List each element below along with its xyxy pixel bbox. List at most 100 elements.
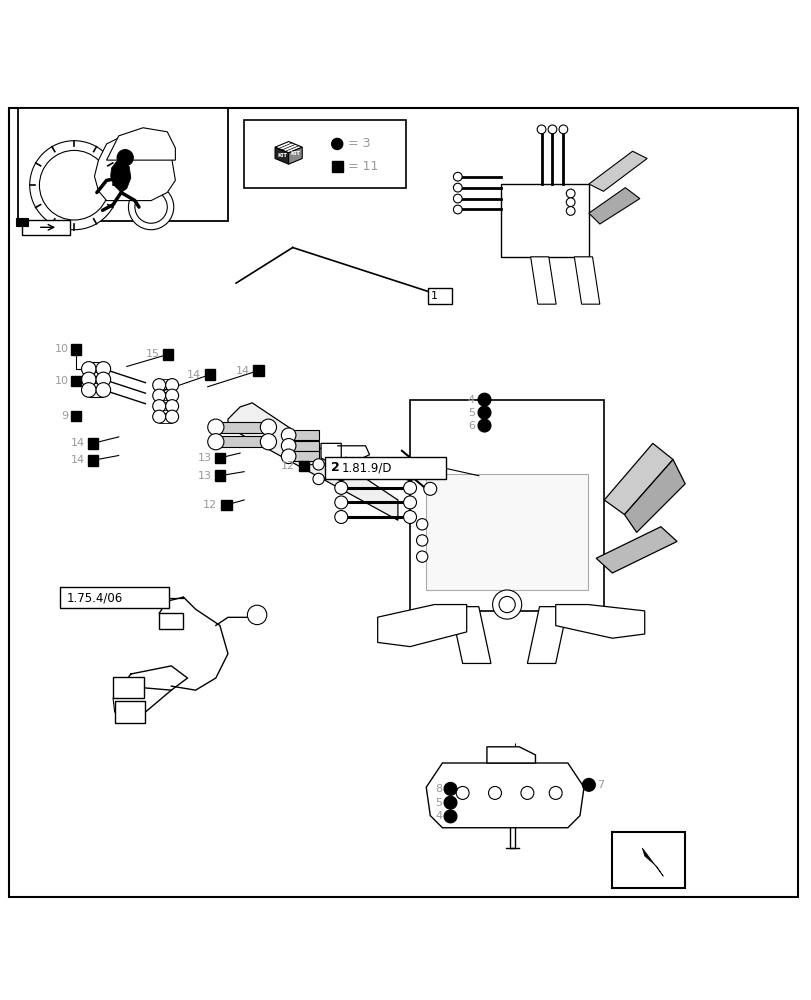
Circle shape [403, 468, 416, 481]
Circle shape [117, 150, 133, 166]
Circle shape [96, 372, 110, 387]
Text: 12: 12 [281, 461, 294, 471]
Bar [288, 430, 319, 440]
Text: = 11: = 11 [347, 160, 378, 173]
Circle shape [403, 481, 416, 494]
Circle shape [416, 519, 427, 530]
Polygon shape [487, 747, 534, 763]
Text: 9: 9 [62, 411, 68, 421]
Circle shape [281, 449, 295, 464]
Circle shape [548, 786, 561, 799]
Bar [214, 470, 225, 481]
Circle shape [260, 419, 277, 435]
Text: 1: 1 [431, 291, 438, 301]
Text: 14: 14 [235, 366, 250, 376]
Circle shape [208, 419, 224, 435]
Circle shape [40, 150, 109, 220]
Bar [114, 701, 145, 723]
Bar [113, 677, 144, 698]
Circle shape [416, 535, 427, 546]
Circle shape [478, 419, 491, 432]
Circle shape [444, 796, 457, 809]
Text: 12: 12 [203, 500, 217, 510]
Polygon shape [588, 151, 646, 191]
Polygon shape [624, 460, 684, 532]
Text: 6: 6 [467, 421, 474, 431]
Text: 14: 14 [71, 438, 84, 448]
Circle shape [499, 596, 515, 613]
Circle shape [521, 786, 533, 799]
Polygon shape [320, 443, 341, 464]
Bar [159, 613, 183, 629]
Text: 13: 13 [198, 471, 212, 481]
Bar [71, 376, 81, 386]
Bar [16, 218, 28, 226]
Text: 10: 10 [54, 376, 68, 386]
Bar [71, 411, 81, 421]
Circle shape [547, 125, 556, 134]
Circle shape [81, 372, 96, 387]
Bar [288, 441, 319, 451]
Circle shape [152, 400, 165, 413]
Polygon shape [94, 136, 175, 201]
Polygon shape [642, 848, 663, 876]
Circle shape [453, 172, 461, 181]
Bar [331, 161, 342, 172]
Bar [426, 474, 587, 590]
Circle shape [403, 496, 416, 509]
Circle shape [565, 189, 574, 198]
Text: 10: 10 [54, 344, 68, 354]
Bar [244, 120, 406, 188]
Circle shape [165, 400, 178, 413]
Polygon shape [526, 607, 567, 663]
Circle shape [537, 125, 545, 134]
Circle shape [128, 184, 174, 230]
Circle shape [30, 141, 118, 230]
Bar [253, 365, 264, 376]
Circle shape [565, 198, 574, 207]
Bar [214, 453, 225, 463]
Circle shape [423, 465, 436, 478]
Bar [22, 220, 70, 235]
Bar [298, 461, 309, 471]
Polygon shape [603, 443, 672, 515]
Polygon shape [530, 257, 556, 304]
Circle shape [81, 362, 96, 376]
Circle shape [312, 473, 324, 485]
Circle shape [165, 410, 178, 423]
Polygon shape [228, 403, 397, 520]
Circle shape [247, 605, 267, 625]
Circle shape [312, 459, 324, 470]
Circle shape [281, 438, 295, 453]
Bar [71, 344, 81, 355]
Bar [501, 184, 588, 257]
Circle shape [208, 434, 224, 450]
Polygon shape [573, 257, 599, 304]
Circle shape [96, 383, 110, 397]
Circle shape [81, 383, 96, 397]
Circle shape [334, 496, 347, 509]
Text: 4: 4 [467, 395, 474, 405]
Text: 5: 5 [467, 408, 474, 418]
Circle shape [416, 551, 427, 562]
Text: 13: 13 [198, 453, 212, 463]
Bar [216, 422, 268, 433]
Text: 14: 14 [71, 455, 84, 465]
Circle shape [152, 379, 165, 392]
Circle shape [334, 481, 347, 494]
Circle shape [456, 786, 469, 799]
Circle shape [152, 410, 165, 423]
Text: KIT: KIT [277, 153, 288, 158]
Bar [204, 369, 215, 380]
Circle shape [492, 590, 521, 619]
Circle shape [96, 362, 110, 376]
Polygon shape [110, 160, 131, 192]
Circle shape [478, 393, 491, 406]
Circle shape [488, 786, 501, 799]
Polygon shape [106, 128, 175, 160]
Bar [410, 400, 603, 611]
Polygon shape [588, 188, 639, 224]
Circle shape [165, 389, 178, 402]
Circle shape [135, 191, 167, 223]
Bar [163, 349, 173, 360]
